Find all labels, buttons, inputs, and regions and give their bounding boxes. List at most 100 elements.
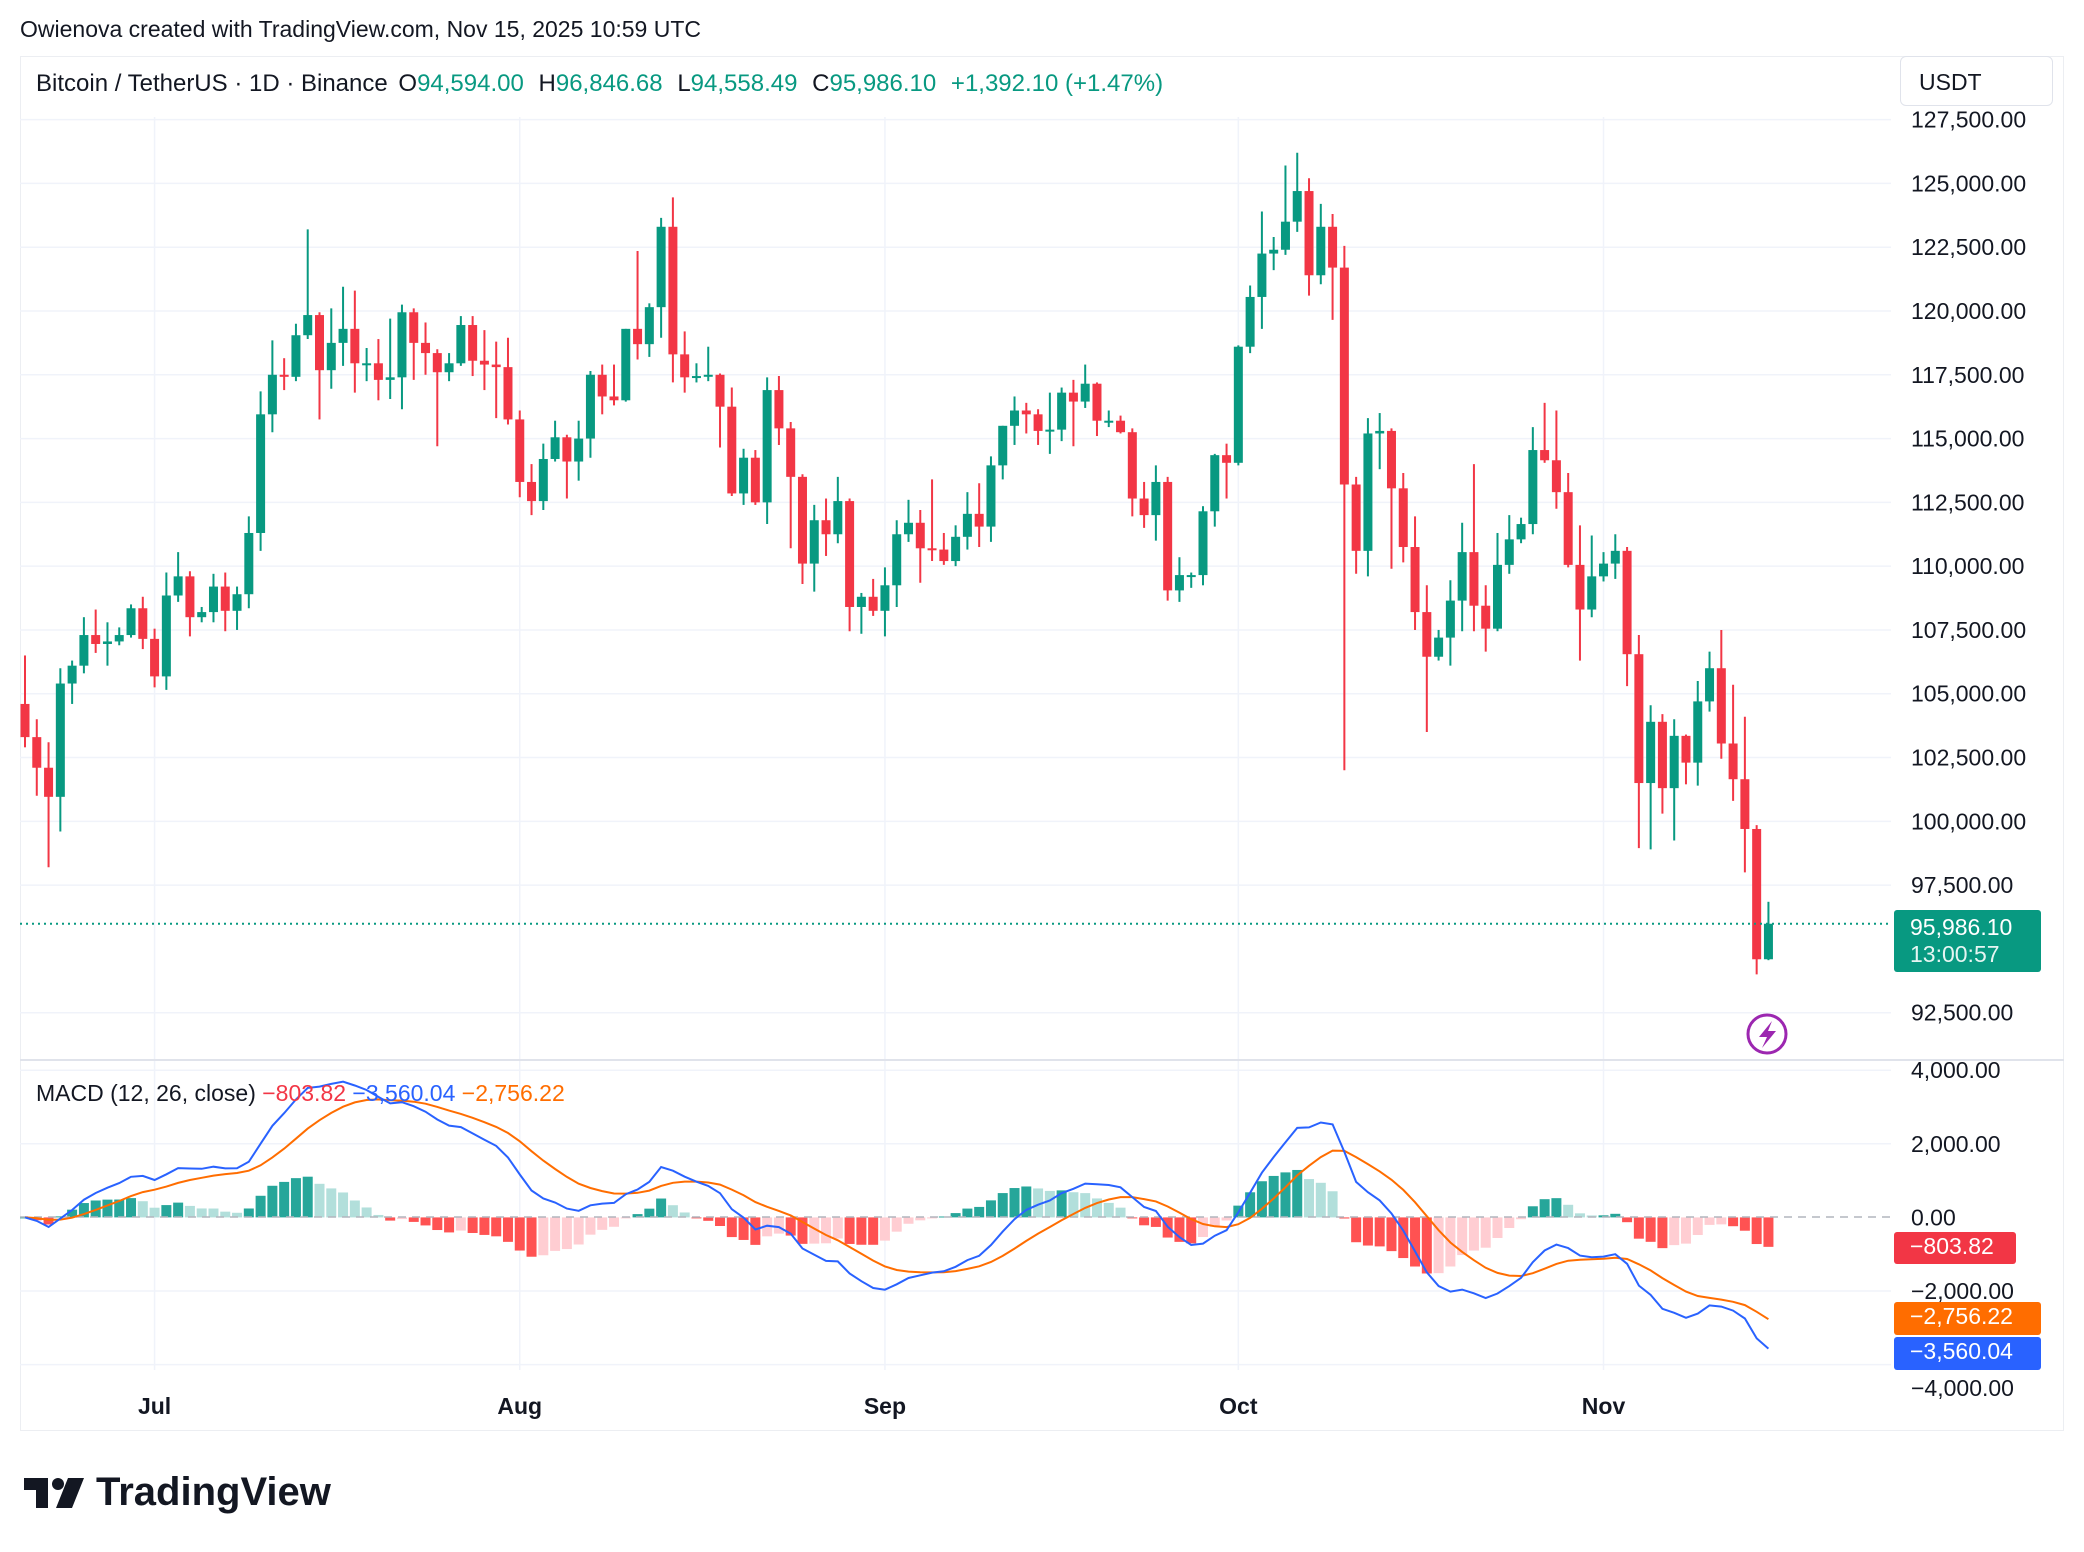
candle-body <box>32 737 42 768</box>
change-value: +1,392.10 (+1.47%) <box>950 70 1164 97</box>
candle-body <box>691 376 701 379</box>
candle <box>279 358 289 391</box>
histogram-bar <box>1103 1202 1114 1218</box>
macd-histogram <box>20 1169 1774 1274</box>
macd-title[interactable]: MACD (12, 26, close) <box>36 1080 256 1106</box>
candle-body <box>1740 779 1750 829</box>
candle <box>1469 464 1479 632</box>
price-tick-label: 117,500.00 <box>1911 362 2024 388</box>
candle-body <box>1163 481 1173 591</box>
candle <box>303 229 313 340</box>
candle-body <box>1351 484 1361 551</box>
candle-body <box>1752 828 1762 960</box>
candle-body <box>1716 668 1726 744</box>
candle <box>208 573 218 623</box>
candle <box>786 421 796 549</box>
histogram-bar <box>1150 1217 1161 1227</box>
candle <box>326 308 336 389</box>
histogram-bar <box>1516 1217 1527 1220</box>
histogram-bar <box>715 1217 726 1226</box>
candle <box>633 251 643 360</box>
candle <box>904 499 913 542</box>
histogram-bar <box>879 1217 890 1241</box>
histogram-bar <box>1256 1181 1267 1218</box>
candle-body <box>527 481 537 502</box>
candle-body <box>267 374 277 415</box>
candle-body <box>609 396 619 401</box>
histogram-bar <box>679 1212 690 1218</box>
histogram-bar <box>1539 1199 1550 1218</box>
candle <box>32 719 42 796</box>
histogram-bar <box>997 1193 1008 1218</box>
histogram-bar <box>208 1208 219 1218</box>
histogram-bar <box>255 1195 266 1218</box>
candle-body <box>1198 511 1208 576</box>
histogram-bar <box>420 1217 431 1226</box>
candle <box>1634 635 1644 849</box>
bar-countdown: 13:00:57 <box>1910 941 2000 967</box>
candle-body <box>1316 226 1326 276</box>
candle-body <box>1551 460 1561 493</box>
candle <box>750 450 760 505</box>
histogram-bar <box>1056 1190 1067 1218</box>
low-label: L <box>677 70 691 97</box>
candle-body <box>986 465 996 527</box>
candle-body <box>927 548 937 551</box>
symbol-legend: Bitcoin / TetherUS · 1D · Binance O94,59… <box>36 70 1167 98</box>
lightning-bolt-icon[interactable] <box>1746 1013 1788 1055</box>
histogram-bar <box>1021 1186 1032 1218</box>
price-tick-label: 115,000.00 <box>1911 426 2024 452</box>
macd-legend: MACD (12, 26, close) −803.82 −3,560.04 −… <box>36 1080 565 1107</box>
histogram-bar <box>220 1211 231 1218</box>
tradingview-logo[interactable]: TradingView <box>24 1470 331 1515</box>
price-tick-label: 120,000.00 <box>1911 298 2026 324</box>
candle-body <box>1174 575 1184 591</box>
histogram-bar <box>1421 1217 1432 1274</box>
candle <box>1092 382 1102 437</box>
histogram-bar <box>1468 1217 1479 1251</box>
histogram-bar <box>561 1217 572 1250</box>
candle <box>762 377 772 525</box>
symbol-title[interactable]: Bitcoin / TetherUS · 1D · Binance <box>36 70 388 97</box>
candle <box>998 425 1008 480</box>
price-axis: 92,500.00 97,500.00 100,000.00 102,500.00 10… <box>1911 107 2026 1026</box>
histogram-bar <box>444 1217 455 1233</box>
candle <box>1174 557 1184 602</box>
histogram-bar <box>1186 1217 1197 1244</box>
price-tick-label: 125,000.00 <box>1911 170 2026 196</box>
histogram-bar <box>385 1217 396 1221</box>
candle-body <box>326 342 336 371</box>
candle <box>939 532 949 565</box>
histogram-bar <box>243 1208 254 1218</box>
histogram-bar <box>809 1217 820 1244</box>
candle <box>585 370 595 458</box>
histogram-bar <box>455 1217 466 1231</box>
candle <box>1398 473 1408 563</box>
currency-button[interactable]: USDT <box>1900 56 2053 106</box>
candle <box>892 520 902 607</box>
candle-body <box>256 414 266 533</box>
candle-body <box>915 522 925 549</box>
histogram-bar <box>915 1217 926 1221</box>
candle <box>1693 680 1703 786</box>
candle-body <box>55 683 65 797</box>
candle-body <box>315 315 324 371</box>
histogram-bar <box>1245 1192 1256 1218</box>
candle <box>1516 517 1526 544</box>
candle-body <box>1622 550 1632 655</box>
histogram-bar <box>938 1216 949 1218</box>
histogram-tag: −803.82 <box>1894 1232 2016 1264</box>
candle <box>91 609 101 653</box>
tradingview-logo-icon <box>24 1477 84 1508</box>
macd-tick-label: −2,000.00 <box>1911 1278 2014 1304</box>
candle <box>1410 516 1420 630</box>
candle <box>1540 402 1550 463</box>
candle-body <box>574 438 584 462</box>
candle-body <box>868 596 878 611</box>
candle <box>256 391 266 551</box>
candle-body <box>1410 547 1420 613</box>
candle <box>1033 409 1043 445</box>
candle-body <box>1434 637 1444 657</box>
candle <box>385 318 395 400</box>
